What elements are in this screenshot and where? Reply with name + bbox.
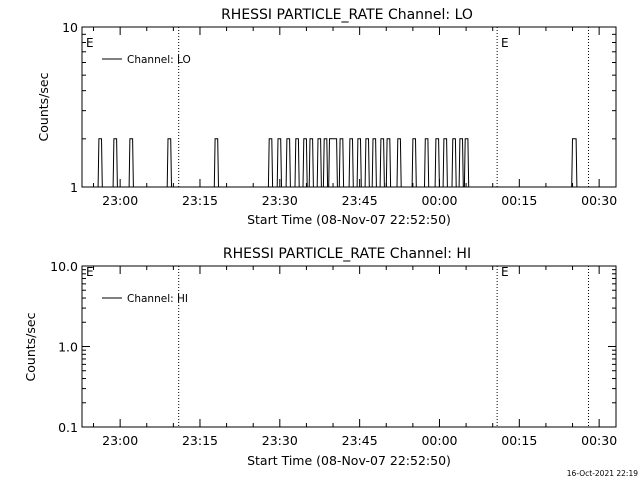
lo-y-tick-label: 1 <box>70 180 78 195</box>
lo-x-tick-label: 00:30 <box>581 193 617 208</box>
hi-y-tick-label: 0.1 <box>58 420 78 435</box>
lo-x-tick-label: 23:45 <box>342 193 378 208</box>
lo-x-axis-label: Start Time (08-Nov-07 22:52:50) <box>247 212 451 227</box>
lo-x-tick-labels: 23:00 23:15 23:30 23:45 00:00 00:15 00:30 <box>102 193 617 208</box>
lo-y-tick-labels: 1 10 <box>62 20 78 195</box>
lo-x-tick-label: 23:30 <box>262 193 298 208</box>
hi-event-label-left: E <box>86 265 94 279</box>
lo-x-tick-label: 23:15 <box>182 193 218 208</box>
lo-x-tick-label: 00:15 <box>501 193 537 208</box>
hi-x-axis-label: Start Time (08-Nov-07 22:52:50) <box>247 453 451 468</box>
lo-legend-label: Channel: LO <box>127 54 191 66</box>
lo-event-label-left: E <box>86 36 94 50</box>
hi-x-tick-label: 23:30 <box>262 433 298 448</box>
hi-ticks <box>82 265 616 428</box>
hi-x-tick-label: 23:15 <box>182 433 218 448</box>
lo-channel-panel: RHESSI PARTICLE_RATE Channel: LO 23:00 23… <box>36 7 617 227</box>
hi-y-tick-label: 1.0 <box>58 340 78 355</box>
hi-x-tick-labels: 23:00 23:15 23:30 23:45 00:00 00:15 00:30 <box>102 433 617 448</box>
hi-y-axis-label: Counts/sec <box>23 312 38 381</box>
hi-legend-label: Channel: HI <box>127 293 188 305</box>
hi-x-tick-label: 23:00 <box>102 433 138 448</box>
generation-timestamp: 16-Oct-2021 22:19 <box>567 469 638 478</box>
lo-y-tick-label: 10 <box>62 20 78 35</box>
lo-ticks <box>82 26 616 188</box>
lo-x-tick-label: 23:00 <box>102 193 138 208</box>
hi-x-tick-label: 00:30 <box>581 433 617 448</box>
hi-y-tick-labels: 0.1 1.0 10.0 <box>50 259 78 435</box>
hi-y-tick-label: 10.0 <box>50 259 78 274</box>
hi-x-tick-label: 00:15 <box>501 433 537 448</box>
hi-chart-title: RHESSI PARTICLE_RATE Channel: HI <box>223 246 471 262</box>
hi-x-tick-label: 00:00 <box>421 433 457 448</box>
lo-series-line <box>97 138 578 188</box>
lo-chart-title: RHESSI PARTICLE_RATE Channel: LO <box>221 7 473 23</box>
lo-event-label-right: E <box>501 36 509 50</box>
hi-plot-frame <box>81 265 617 428</box>
hi-event-label-right: E <box>501 265 509 279</box>
hi-x-tick-label: 23:45 <box>342 433 378 448</box>
hi-event-lines <box>178 266 590 427</box>
hi-channel-panel: RHESSI PARTICLE_RATE Channel: HI 23:00 23… <box>23 246 617 468</box>
lo-y-axis-label: Counts/sec <box>36 72 51 141</box>
lo-x-tick-label: 00:00 <box>421 193 457 208</box>
